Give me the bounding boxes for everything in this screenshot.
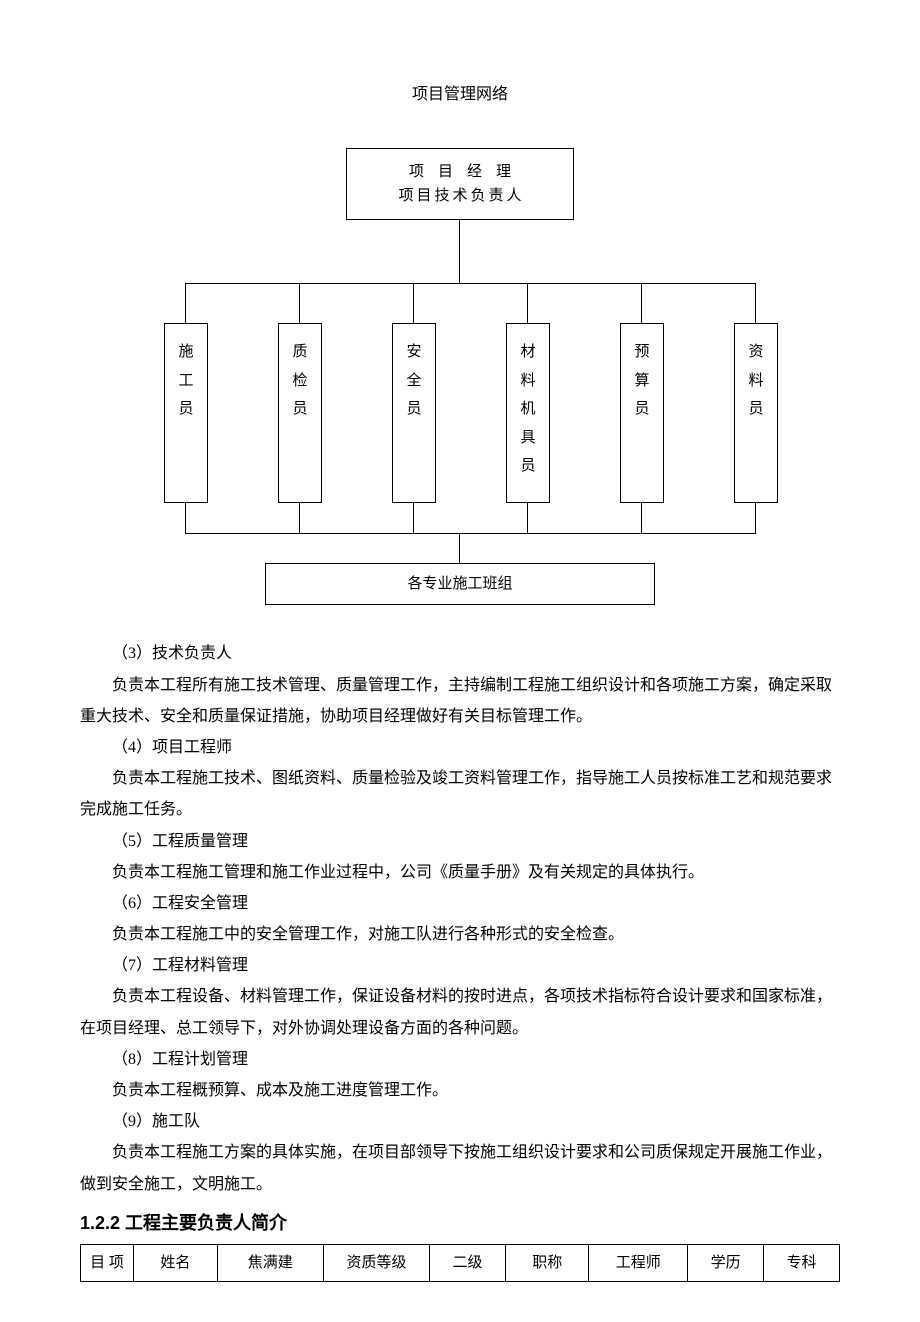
paragraph: 负责本工程所有施工技术管理、质量管理工作，主持编制工程施工组织设计和各项施工方案… [80,670,840,732]
org-mid-2: 安全员 [392,323,436,503]
paragraph: （8）工程计划管理 [80,1044,840,1075]
conn-top-v [459,220,460,283]
table-cell: 二级 [430,1244,506,1282]
table-row: 目 项姓名焦满建资质等级二级职称工程师学历专科 [81,1244,840,1282]
org-top-line1: 项目经理 [395,160,525,184]
conn-drop-3 [527,283,528,323]
conn-hbus2 [185,533,756,534]
org-mid-label-1: 质检员 [292,338,308,424]
table-cell: 专科 [764,1244,840,1282]
conn-bottom-v [459,533,460,563]
table-cell: 职称 [506,1244,589,1282]
table-cell: 工程师 [589,1244,688,1282]
conn-tail-4 [641,503,642,533]
paragraph: 负责本工程施工管理和施工作业过程中，公司《质量手册》及有关规定的具体执行。 [80,857,840,888]
table-cell: 焦满建 [217,1244,323,1282]
org-mid-label-3: 材料机具员 [520,338,536,481]
org-mid-label-4: 预算员 [634,338,650,424]
org-mid-3: 材料机具员 [506,323,550,503]
paragraph: 负责本工程概预算、成本及施工进度管理工作。 [80,1075,840,1106]
conn-drop-0 [185,283,186,323]
org-mid-1: 质检员 [278,323,322,503]
paragraph: 负责本工程施工技术、图纸资料、质量检验及竣工资料管理工作，指导施工人员按标准工艺… [80,763,840,825]
paragraph: 负责本工程设备、材料管理工作，保证设备材料的按时进点，各项技术指标符合设计要求和… [80,981,840,1043]
org-top-box: 项目经理 项目技术负责人 [346,148,574,220]
org-chart: 项目经理 项目技术负责人 施工员 质检员 安全员 材料机具员 预算员 资料员 各… [80,128,840,618]
conn-tail-3 [527,503,528,533]
org-mid-label-2: 安全员 [406,338,422,424]
paragraph: （7）工程材料管理 [80,950,840,981]
conn-drop-2 [413,283,414,323]
org-mid-4: 预算员 [620,323,664,503]
conn-drop-4 [641,283,642,323]
table-cell: 目 项 [81,1244,134,1282]
table-cell: 学历 [688,1244,764,1282]
org-bottom-label: 各专业施工班组 [407,572,512,596]
body-text: （3）技术负责人负责本工程所有施工技术管理、质量管理工作，主持编制工程施工组织设… [80,638,840,1199]
org-mid-label-5: 资料员 [748,338,764,424]
paragraph: （3）技术负责人 [80,638,840,669]
conn-tail-1 [299,503,300,533]
info-table: 目 项姓名焦满建资质等级二级职称工程师学历专科 [80,1244,840,1283]
paragraph: 负责本工程施工中的安全管理工作，对施工队进行各种形式的安全检查。 [80,919,840,950]
conn-tail-2 [413,503,414,533]
chart-title: 项目管理网络 [80,80,840,110]
table-cell: 资质等级 [323,1244,429,1282]
org-mid-5: 资料员 [734,323,778,503]
section-heading: 1.2.2 工程主要负责人简介 [80,1206,840,1240]
org-mid-0: 施工员 [164,323,208,503]
paragraph: 负责本工程施工方案的具体实施，在项目部领导下按施工组织设计要求和公司质保规定开展… [80,1137,840,1199]
paragraph: （9）施工队 [80,1106,840,1137]
paragraph: （5）工程质量管理 [80,826,840,857]
conn-hbus [185,283,756,284]
conn-drop-1 [299,283,300,323]
org-bottom-box: 各专业施工班组 [265,563,655,605]
paragraph: （4）项目工程师 [80,732,840,763]
conn-tail-0 [185,503,186,533]
conn-tail-5 [755,503,756,533]
table-cell: 姓名 [134,1244,217,1282]
org-top-line2: 项目技术负责人 [395,184,524,208]
org-mid-label-0: 施工员 [178,338,194,424]
paragraph: （6）工程安全管理 [80,888,840,919]
conn-drop-5 [755,283,756,323]
